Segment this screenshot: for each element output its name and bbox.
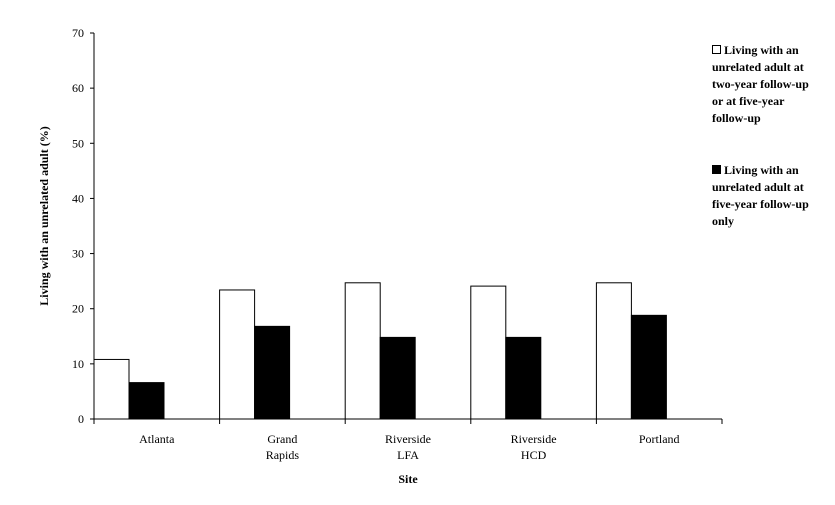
y-axis: 0 10 20 30 40 50 60 70 [72, 26, 95, 426]
x-tick-label: HCD [521, 448, 547, 462]
legend-item-series-1: Living with an unrelated adult at two-year… [712, 42, 809, 127]
y-tick-label: 20 [72, 302, 84, 316]
bar-2-4 [505, 336, 542, 420]
bars [93, 282, 667, 420]
legend-label-line: only [712, 214, 735, 228]
bar-1-1 [93, 358, 130, 420]
legend-label-line: Living with an [724, 163, 799, 177]
x-tick-label: Atlanta [139, 432, 175, 446]
bar-1-5 [595, 282, 632, 420]
legend-item-series-2: Living with an unrelated adult at five-yea… [712, 162, 809, 230]
y-tick-label: 60 [72, 81, 84, 95]
bar-1-4 [470, 285, 507, 420]
x-tick-label: Riverside [511, 432, 557, 446]
bar-2-2 [254, 325, 291, 420]
legend-swatch [712, 165, 721, 174]
legend-label-line: five-year follow-up [712, 197, 809, 211]
bar-2-3 [379, 336, 416, 420]
bar-1-3 [344, 282, 381, 420]
bar-2-1 [128, 382, 165, 420]
legend-label-line: or at five-year [712, 94, 785, 108]
y-tick-label: 70 [72, 26, 84, 40]
y-tick-label: 40 [72, 191, 84, 205]
x-tick-label: Rapids [266, 448, 300, 462]
x-tick-label: Grand [267, 432, 297, 446]
legend-label-line: two-year follow-up [712, 77, 809, 91]
legend-label-line: unrelated adult at [712, 180, 804, 194]
x-axis-title: Site [398, 472, 418, 486]
y-tick-label: 30 [72, 247, 84, 261]
bar-1-2 [219, 289, 256, 420]
legend-swatch [712, 45, 721, 54]
legend-label-line: Living with an [724, 43, 799, 57]
x-axis: Atlanta Grand Rapids Riverside LFA Riverside H… [93, 418, 723, 462]
y-tick-label: 50 [72, 136, 84, 150]
bar-2-5 [630, 314, 667, 420]
legend-label-line: unrelated adult at [712, 60, 804, 74]
x-tick-label: LFA [397, 448, 419, 462]
legend-label-line: follow-up [712, 111, 761, 125]
x-tick-label: Riverside [385, 432, 431, 446]
y-axis-title: Living with an unrelated adult (%) [37, 126, 51, 305]
y-tick-label: 0 [78, 412, 84, 426]
y-tick-label: 10 [72, 357, 84, 371]
x-tick-label: Portland [639, 432, 680, 446]
